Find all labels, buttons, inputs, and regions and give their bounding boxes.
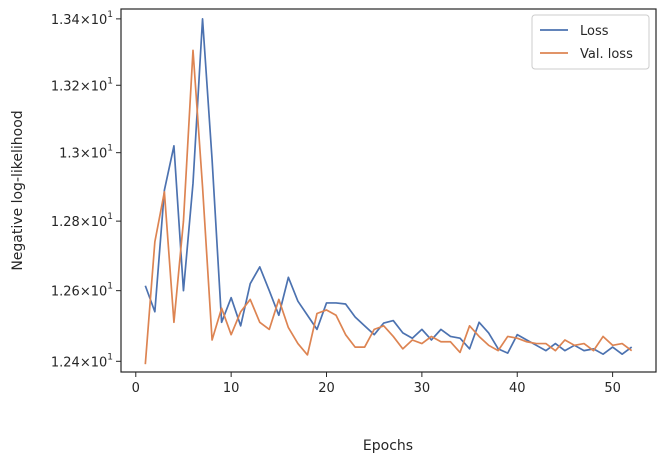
x-tick-label: 30 [414,381,431,396]
y-axis-label: Negative log-likelihood [10,110,26,270]
x-tick-label: 0 [132,381,140,396]
y-tick-label: 1.34×101 [51,10,113,28]
y-tick-label: 1.24×101 [51,352,113,370]
x-tick-label: 10 [223,381,240,396]
x-tick-label: 50 [604,381,621,396]
series-line-val-loss [144,49,633,365]
x-tick-label: 20 [318,381,335,396]
legend-box [531,14,650,70]
x-axis-label: Epochs [363,438,413,454]
y-tick-label: 1.26×101 [51,282,113,300]
legend-label-loss: Loss [580,24,609,39]
x-tick-label: 40 [509,381,526,396]
y-tick-label: 1.3×101 [59,144,113,162]
plot-marks [144,18,633,365]
legend: Loss Val. loss [531,14,650,70]
axis-ticks: 0 10 20 30 40 50 1.24×101 1.26×101 1.28×101 1.3×1… [51,10,621,396]
y-tick-label: 1.32×101 [51,76,113,94]
y-tick-label: 1.28×101 [51,212,113,230]
legend-label-val-loss: Val. loss [580,47,633,62]
plot-frame [120,8,657,373]
